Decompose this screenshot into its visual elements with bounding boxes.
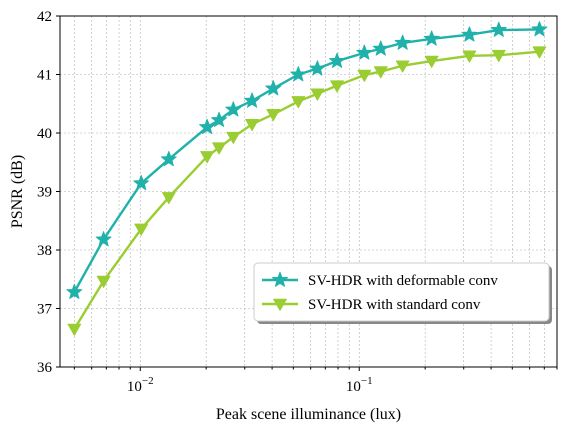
data-point-series-2 <box>266 109 281 122</box>
data-point-series-1 <box>199 118 216 135</box>
data-point-series-1 <box>66 283 83 299</box>
data-point-series-2 <box>161 192 176 205</box>
data-point-series-1 <box>160 150 177 167</box>
x-axis-label: Peak scene illuminance (lux) <box>216 406 401 423</box>
data-point-series-1 <box>372 40 389 56</box>
y-tick-label: 41 <box>37 68 52 84</box>
data-point-series-1 <box>490 21 507 37</box>
data-point-series-2 <box>462 50 477 63</box>
y-tick-label: 42 <box>37 9 52 25</box>
data-point-series-2 <box>357 69 372 82</box>
data-point-series-2 <box>96 275 111 288</box>
data-point-series-1 <box>211 111 228 127</box>
data-point-series-2 <box>245 118 259 132</box>
data-point-series-1 <box>423 30 440 46</box>
data-point-series-2 <box>200 151 215 164</box>
data-point-series-1 <box>265 80 282 96</box>
y-tick-label: 40 <box>37 126 52 142</box>
legend-marker-1 <box>271 271 289 287</box>
data-point-series-1 <box>309 60 326 76</box>
data-point-series-2 <box>491 49 506 63</box>
data-point-series-1 <box>531 21 548 37</box>
data-point-series-2 <box>532 46 547 59</box>
data-point-series-1 <box>225 101 242 117</box>
data-point-series-2 <box>226 131 241 144</box>
data-point-series-1 <box>290 66 307 82</box>
legend-label-2: SV-HDR with standard conv <box>308 297 481 313</box>
series-layer <box>66 21 548 336</box>
legend-marker-2 <box>273 298 287 311</box>
data-point-series-2 <box>67 323 82 336</box>
data-point-series-2 <box>134 223 149 236</box>
data-point-series-1 <box>356 44 373 60</box>
y-tick-label: 38 <box>37 243 52 259</box>
axis-ticks: 36 37 38 39 40 41 42 10−2 10−1 <box>37 9 558 395</box>
data-point-series-1 <box>394 34 411 50</box>
data-point-series-1 <box>461 26 478 42</box>
x-tick-label: 10−1 <box>346 375 373 395</box>
y-tick-label: 36 <box>37 360 53 376</box>
legend-label-1: SV-HDR with deformable conv <box>308 273 498 289</box>
x-tick-label: 10−2 <box>127 375 154 395</box>
data-point-series-2 <box>395 60 410 73</box>
data-point-series-2 <box>373 66 388 79</box>
legend-box <box>253 262 550 322</box>
data-point-series-1 <box>133 174 150 191</box>
data-point-series-2 <box>424 55 439 68</box>
data-point-series-2 <box>291 96 306 109</box>
data-point-series-2 <box>330 80 344 93</box>
legend: SV-HDR with deformable conv SV-HDR with s… <box>253 262 552 324</box>
y-tick-label: 37 <box>37 302 53 318</box>
y-axis-label: PSNR (dB) <box>9 155 26 228</box>
series-line-1 <box>73 28 540 293</box>
data-point-series-1 <box>95 231 112 247</box>
data-point-series-2 <box>310 88 325 101</box>
data-point-series-1 <box>244 92 261 108</box>
data-point-series-1 <box>329 52 346 68</box>
y-tick-label: 39 <box>37 185 52 201</box>
data-point-series-2 <box>212 142 226 155</box>
